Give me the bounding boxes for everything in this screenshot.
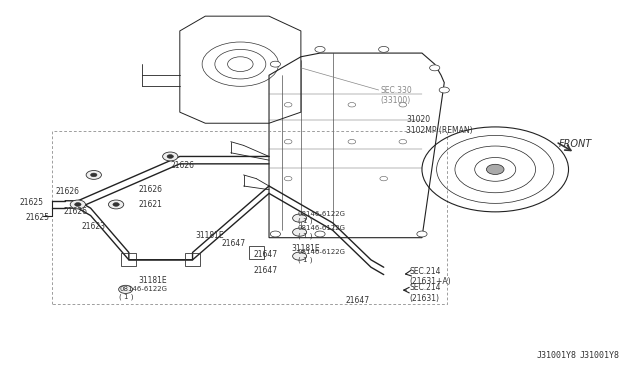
Text: 21626: 21626 — [170, 161, 195, 170]
Text: 08146-6122G
( 1 ): 08146-6122G ( 1 ) — [298, 211, 346, 224]
Circle shape — [486, 164, 504, 174]
Text: 21625: 21625 — [19, 198, 44, 207]
Circle shape — [163, 152, 178, 161]
Circle shape — [70, 200, 86, 209]
Text: 31181E: 31181E — [196, 231, 225, 240]
Circle shape — [270, 61, 280, 67]
Text: 31020
3102MP (REMAN): 31020 3102MP (REMAN) — [406, 115, 473, 135]
Text: 21621: 21621 — [138, 200, 163, 209]
Circle shape — [439, 87, 449, 93]
Circle shape — [379, 46, 389, 52]
Text: 21647: 21647 — [253, 266, 277, 275]
Text: SEC.330
(33100): SEC.330 (33100) — [381, 86, 412, 105]
Circle shape — [417, 231, 427, 237]
Text: 21647: 21647 — [253, 250, 277, 259]
Text: J31001Y8: J31001Y8 — [579, 351, 620, 360]
Circle shape — [292, 214, 307, 222]
Text: 21625: 21625 — [26, 213, 50, 222]
Text: 31181E: 31181E — [138, 276, 167, 285]
Circle shape — [167, 155, 173, 158]
Text: 31181E: 31181E — [291, 244, 320, 253]
Circle shape — [91, 173, 97, 177]
Text: 21626: 21626 — [56, 187, 79, 196]
Circle shape — [86, 170, 101, 179]
Text: 21626: 21626 — [138, 185, 163, 194]
Text: FRONT: FRONT — [559, 138, 592, 148]
Text: 21647: 21647 — [346, 296, 370, 305]
Circle shape — [113, 203, 119, 206]
Text: SEC.214
(21631): SEC.214 (21631) — [409, 283, 441, 303]
Text: 21623: 21623 — [81, 222, 105, 231]
Circle shape — [315, 231, 325, 237]
Circle shape — [75, 203, 81, 206]
Circle shape — [292, 252, 307, 260]
Text: 08146-6122G
( 1 ): 08146-6122G ( 1 ) — [298, 249, 346, 263]
Circle shape — [118, 285, 132, 294]
Text: 21626: 21626 — [64, 207, 88, 217]
Text: SEC.214
(21631+A): SEC.214 (21631+A) — [409, 267, 451, 286]
Circle shape — [108, 200, 124, 209]
Text: 21647: 21647 — [221, 239, 245, 248]
Circle shape — [270, 231, 280, 237]
Circle shape — [315, 46, 325, 52]
Text: J31001Y8: J31001Y8 — [537, 351, 577, 360]
Text: 08146-6122G
( 1 ): 08146-6122G ( 1 ) — [298, 225, 346, 239]
Text: 08146-6122G
( 1 ): 08146-6122G ( 1 ) — [119, 286, 167, 300]
Circle shape — [292, 228, 307, 236]
Circle shape — [429, 65, 440, 71]
